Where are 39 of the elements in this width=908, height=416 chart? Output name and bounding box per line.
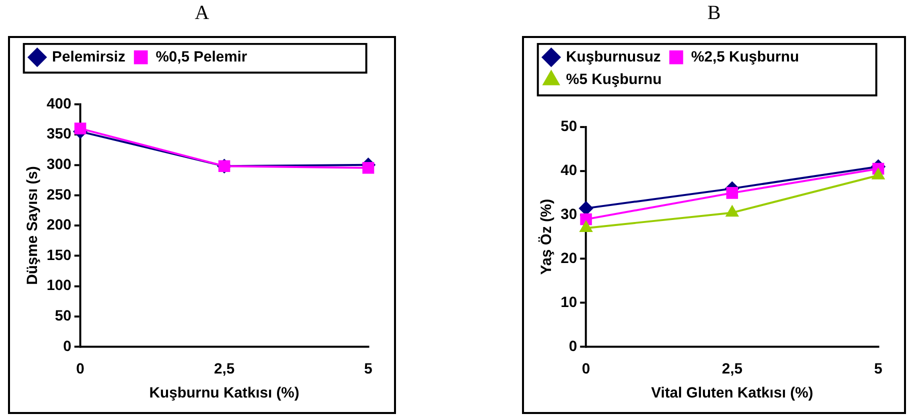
- point: [362, 162, 374, 174]
- x-tick-label: 5: [874, 362, 882, 378]
- x-axis-title: Kuşburnu Katkısı (%): [149, 385, 300, 402]
- point: [580, 213, 592, 226]
- y-axis-title: Düşme Sayısı (s): [24, 166, 41, 285]
- chart-title: B: [706, 2, 722, 25]
- legend-label: %2,5 Kuşburnu: [691, 49, 800, 66]
- y-tick-label: 350: [46, 126, 72, 143]
- legend-label: %0,5 Pelemir: [156, 49, 248, 66]
- y-tick-label: 400: [46, 96, 72, 112]
- legend-label: Pelemirsiz: [52, 49, 126, 66]
- point: [579, 201, 593, 216]
- y-tick-label: 50: [54, 308, 72, 324]
- y-tick-label: 150: [46, 248, 72, 264]
- legend-label: Kuşburnusuz: [566, 49, 661, 66]
- y-tick-label: 0: [63, 338, 72, 355]
- chart-title: A: [194, 2, 210, 25]
- y-tick-label: 100: [46, 278, 72, 294]
- y-tick-label: 20: [560, 250, 578, 267]
- x-tick-label: 2,5: [722, 362, 742, 378]
- point: [726, 187, 738, 199]
- y-tick-label: 250: [46, 187, 72, 204]
- y-tick-label: 300: [46, 156, 72, 173]
- x-tick-label: 2,5: [214, 362, 235, 378]
- point: [580, 221, 592, 232]
- x-tick-label: 5: [364, 362, 372, 378]
- x-axis-title: Vital Gluten Katkısı (%): [651, 385, 814, 402]
- legend-label: %5 Kuşburnu: [566, 72, 662, 88]
- y-tick-label: 10: [560, 294, 578, 311]
- point: [74, 122, 86, 134]
- y-tick-label: 50: [560, 119, 578, 136]
- x-tick-label: 0: [76, 362, 84, 378]
- y-axis-title: Yaş Öz (%): [538, 198, 555, 275]
- y-tick-label: 30: [560, 207, 578, 224]
- x-tick-label: 0: [582, 362, 590, 378]
- point: [726, 206, 738, 217]
- y-tick-label: 0: [568, 338, 578, 355]
- y-tick-label: 200: [46, 218, 72, 234]
- y-tick-label: 40: [560, 163, 578, 180]
